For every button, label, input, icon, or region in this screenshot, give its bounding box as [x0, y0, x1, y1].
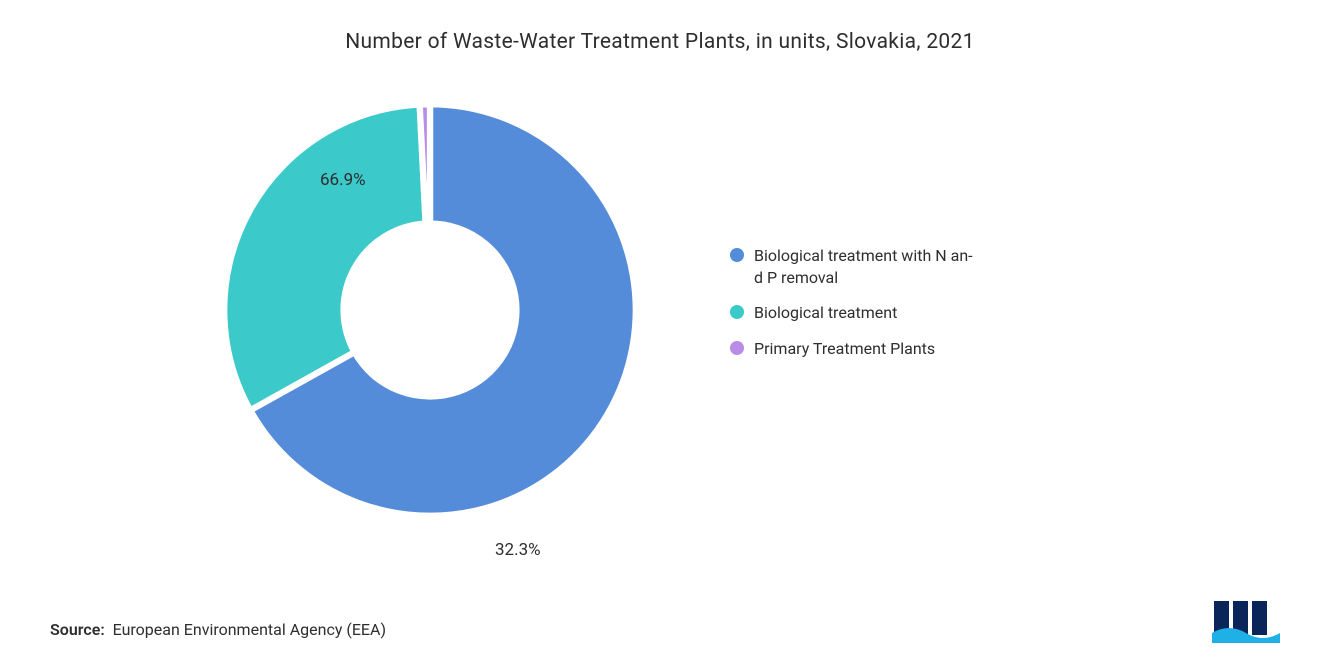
- chart-title: Number of Waste-Water Treatment Plants, …: [0, 30, 1320, 54]
- legend-swatch-icon: [730, 341, 744, 355]
- legend-line: d P removal: [754, 268, 838, 287]
- source-attribution: Source: European Environmental Agency (E…: [50, 620, 386, 639]
- legend-line: Biological treatment with N an-: [754, 246, 973, 265]
- chart-container: Number of Waste-Water Treatment Plants, …: [0, 0, 1320, 665]
- legend-text: Primary Treatment Plants: [754, 338, 935, 360]
- donut-svg: [220, 100, 640, 520]
- brand-logo-icon: [1212, 599, 1280, 647]
- legend-swatch-icon: [730, 248, 744, 262]
- legend-item: Biological treatment with N an- d P remo…: [730, 245, 1060, 288]
- legend-text: Biological treatment: [754, 302, 897, 324]
- source-text: European Environmental Agency (EEA): [113, 620, 386, 639]
- slice-label-2: 32.3%: [495, 540, 541, 560]
- legend-swatch-icon: [730, 305, 744, 319]
- donut-chart-area: 66.9% 32.3%: [220, 100, 680, 560]
- legend-item: Biological treatment: [730, 302, 1060, 324]
- donut-slice: [224, 104, 425, 410]
- legend-text: Biological treatment with N an- d P remo…: [754, 245, 973, 288]
- legend: Biological treatment with N an- d P remo…: [730, 245, 1060, 373]
- source-label: Source:: [50, 620, 105, 639]
- legend-item: Primary Treatment Plants: [730, 338, 1060, 360]
- slice-label-1: 66.9%: [320, 170, 366, 190]
